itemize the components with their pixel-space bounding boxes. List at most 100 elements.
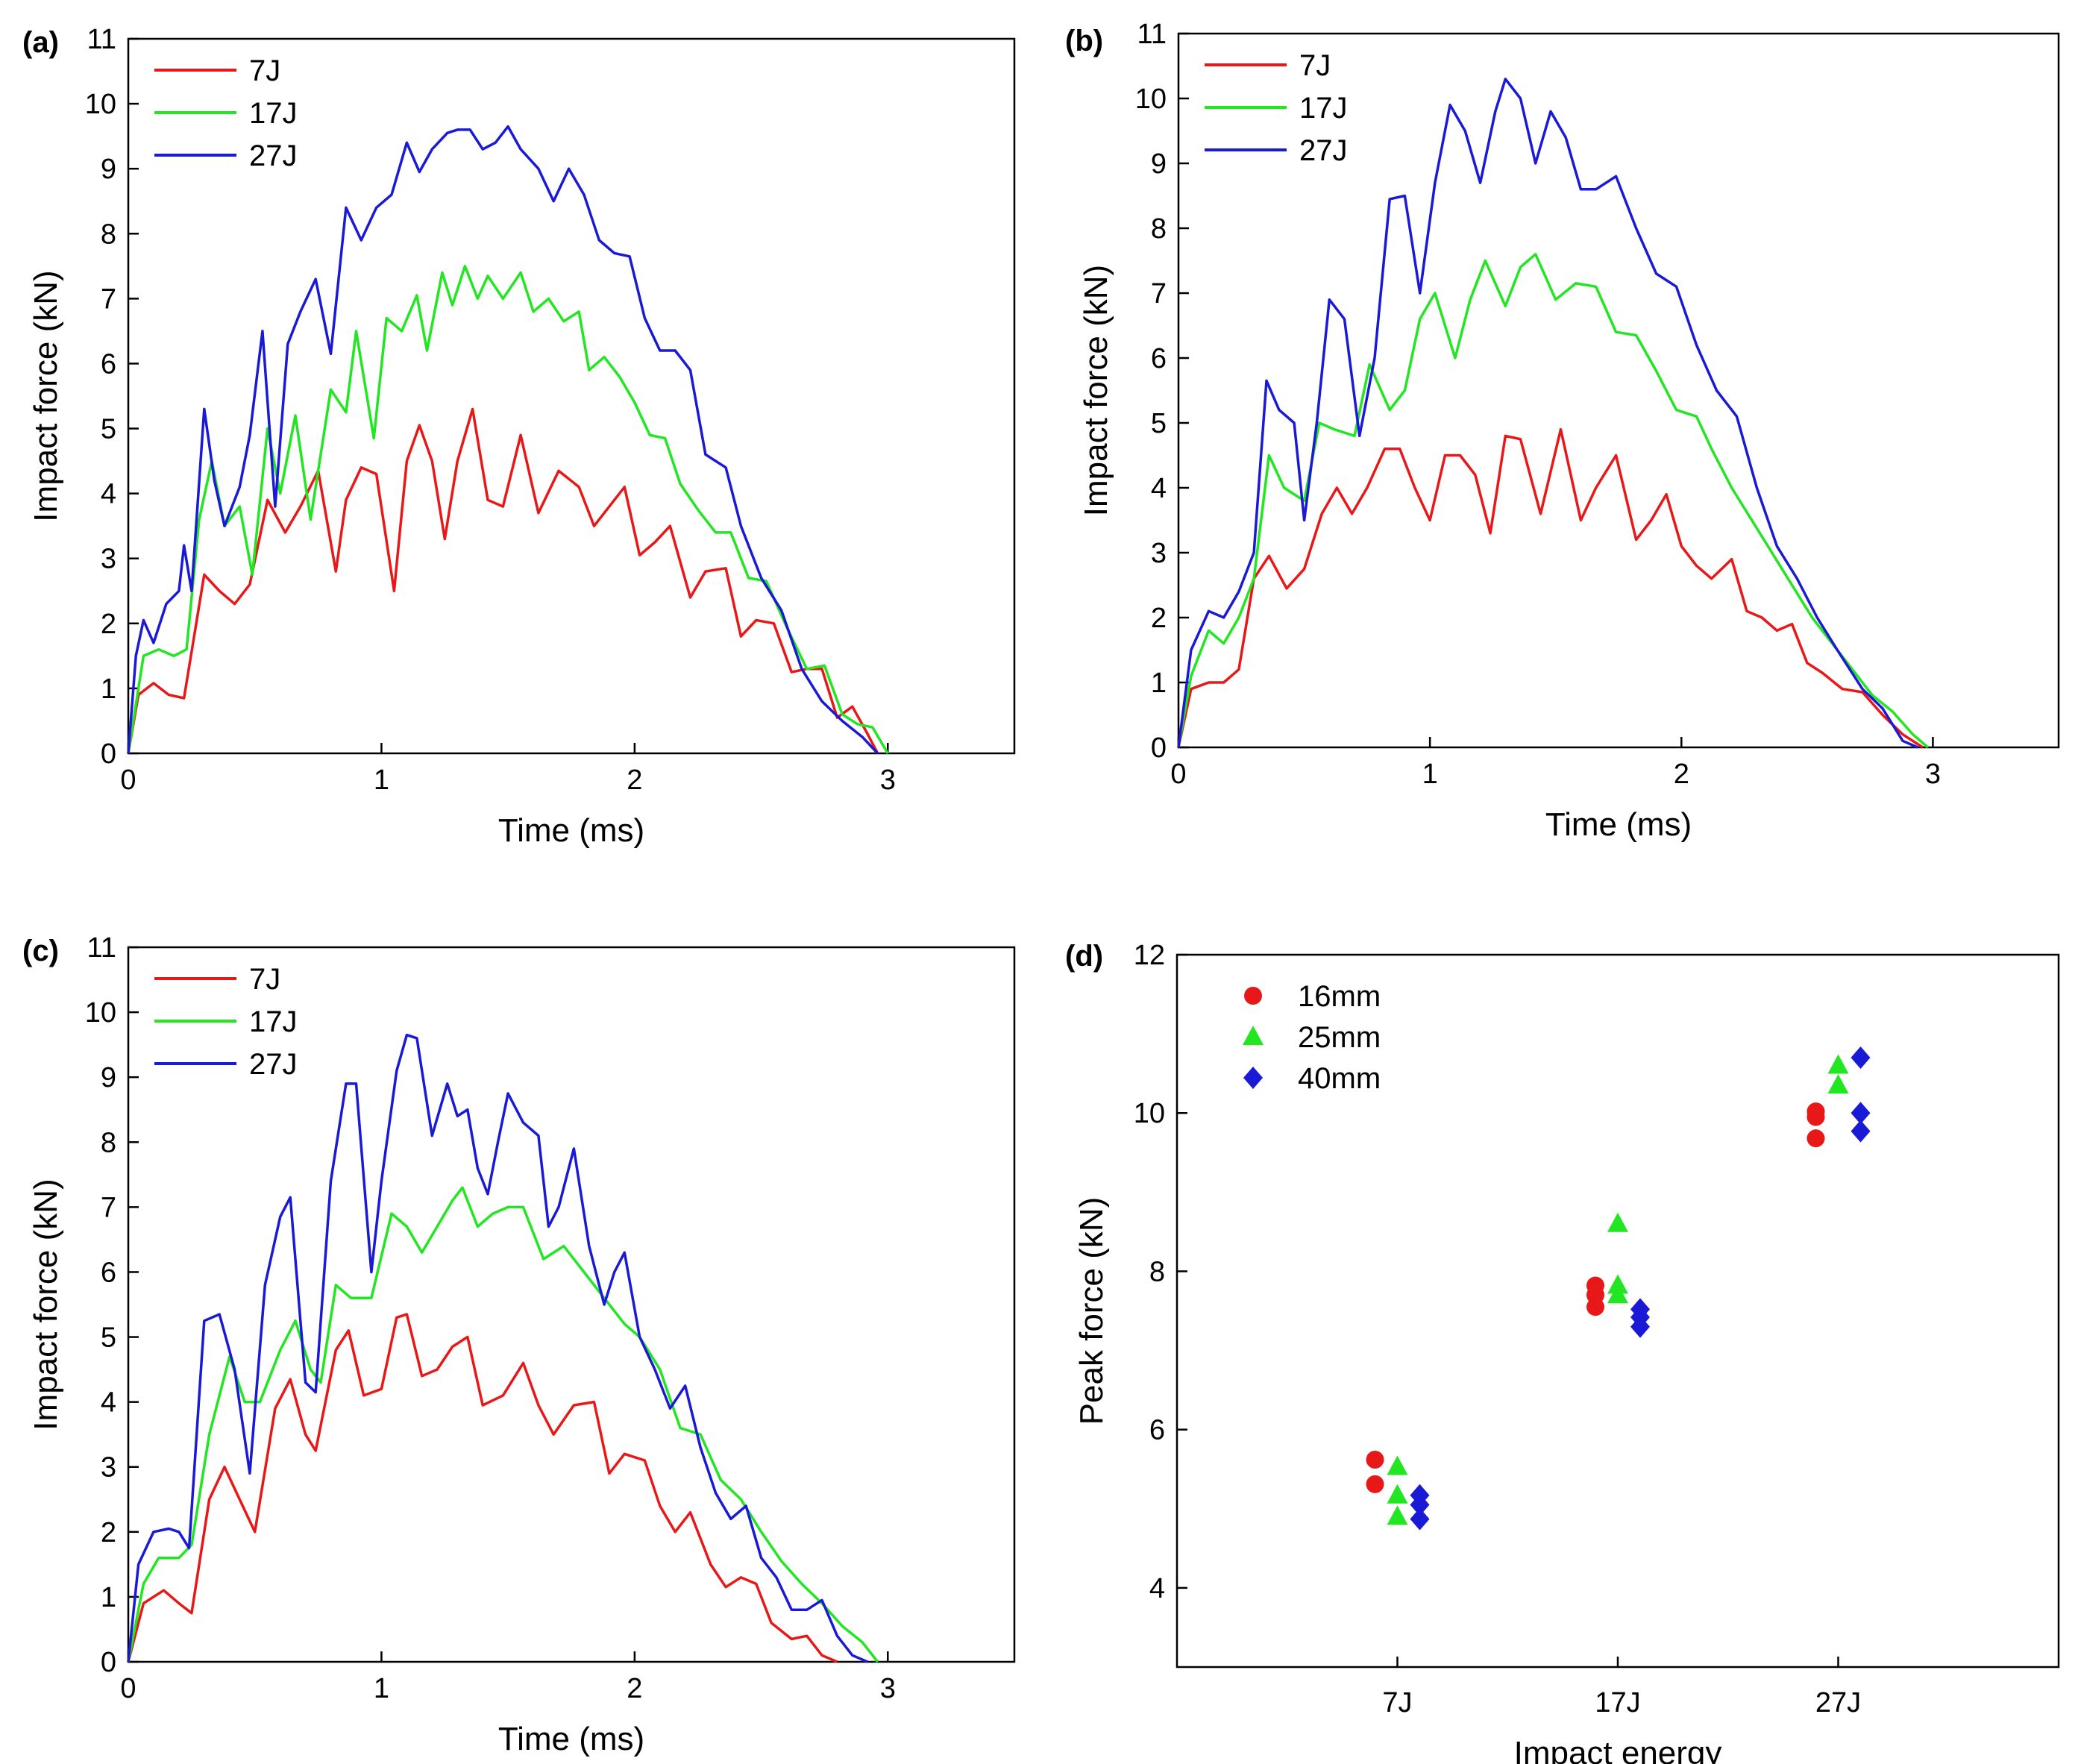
series-line-17J bbox=[127, 265, 889, 754]
plot-frame bbox=[127, 37, 1016, 755]
y-tick-label: 7 bbox=[1151, 278, 1167, 310]
y-tick-label: 8 bbox=[1151, 213, 1167, 245]
panel-label: (a) bbox=[22, 26, 59, 59]
y-tick-label: 4 bbox=[101, 1387, 116, 1419]
legend-label: 25mm bbox=[1298, 1021, 1381, 1054]
data-point-40mm bbox=[1410, 1507, 1430, 1531]
y-tick-label: 11 bbox=[87, 24, 116, 55]
y-tick-label: 1 bbox=[1151, 668, 1167, 699]
x-tick-label: 0 bbox=[120, 765, 136, 796]
panel-label: (c) bbox=[22, 935, 59, 967]
series-line-27J bbox=[127, 125, 879, 755]
y-tick-label: 0 bbox=[1151, 732, 1167, 764]
y-axis-title: Impact force (kN) bbox=[28, 270, 64, 521]
x-tick-label: 3 bbox=[880, 1673, 896, 1704]
data-point-40mm bbox=[1410, 1493, 1430, 1516]
data-point-25mm bbox=[1607, 1284, 1628, 1304]
legend-label: 7J bbox=[249, 54, 280, 87]
panel-label: (d) bbox=[1065, 940, 1103, 973]
data-point-25mm bbox=[1387, 1484, 1408, 1504]
legend-label: 27J bbox=[1299, 134, 1348, 167]
x-axis-title: Impact energy bbox=[1514, 1735, 1722, 1764]
data-point-40mm bbox=[1851, 1102, 1871, 1125]
y-tick-label: 10 bbox=[1134, 1098, 1165, 1129]
x-tick-label: 0 bbox=[1170, 759, 1186, 790]
x-tick-label: 2 bbox=[627, 1673, 642, 1704]
y-tick-label: 3 bbox=[1151, 538, 1167, 569]
panel-label: (b) bbox=[1065, 25, 1103, 57]
x-tick-label: 0 bbox=[120, 1673, 136, 1704]
y-tick-label: 5 bbox=[1151, 408, 1167, 439]
x-tick-label: 1 bbox=[1422, 759, 1438, 790]
series-line-7J bbox=[1177, 427, 1924, 749]
y-tick-label: 3 bbox=[101, 544, 116, 575]
y-tick-label: 4 bbox=[1149, 1573, 1165, 1604]
x-tick-label: 2 bbox=[627, 765, 642, 796]
y-tick-label: 2 bbox=[101, 1517, 116, 1548]
y-tick-label: 2 bbox=[1151, 603, 1167, 634]
x-axis-title: Time (ms) bbox=[498, 812, 644, 849]
y-tick-label: 11 bbox=[87, 932, 116, 964]
data-point-25mm bbox=[1827, 1054, 1849, 1074]
data-point-16mm bbox=[1807, 1108, 1825, 1126]
y-tick-label: 9 bbox=[101, 1062, 116, 1093]
legend-marker bbox=[1244, 987, 1262, 1005]
data-point-16mm bbox=[1807, 1129, 1825, 1148]
data-point-16mm bbox=[1366, 1450, 1384, 1469]
series-line-27J bbox=[1177, 78, 1918, 749]
legend-label: 40mm bbox=[1298, 1062, 1381, 1095]
x-tick-label: 2 bbox=[1674, 759, 1689, 790]
y-tick-label: 10 bbox=[85, 997, 116, 1029]
data-point-25mm bbox=[1827, 1074, 1849, 1094]
y-tick-label: 6 bbox=[101, 348, 116, 380]
y-tick-label: 9 bbox=[1151, 148, 1167, 180]
y-tick-label: 4 bbox=[101, 479, 116, 510]
legend-label: 7J bbox=[1299, 49, 1331, 82]
y-tick-label: 8 bbox=[1149, 1256, 1165, 1287]
y-tick-label: 4 bbox=[1151, 473, 1167, 504]
y-tick-label: 10 bbox=[85, 89, 116, 120]
y-tick-label: 3 bbox=[101, 1452, 116, 1484]
y-tick-label: 8 bbox=[101, 219, 116, 250]
series-line-17J bbox=[127, 1186, 879, 1663]
y-tick-label: 10 bbox=[1135, 84, 1167, 115]
y-tick-label: 11 bbox=[1137, 19, 1167, 50]
legend-marker bbox=[1243, 1067, 1263, 1089]
y-tick-label: 2 bbox=[101, 609, 116, 640]
x-tick-label: 27J bbox=[1815, 1687, 1861, 1719]
series-line-7J bbox=[127, 407, 879, 754]
plot-frame bbox=[1177, 32, 2060, 749]
x-tick-label: 3 bbox=[880, 765, 896, 796]
x-tick-label: 1 bbox=[374, 1673, 389, 1704]
x-tick-label: 17J bbox=[1595, 1687, 1640, 1719]
legend-label: 27J bbox=[249, 1048, 298, 1081]
y-tick-label: 9 bbox=[101, 154, 116, 185]
y-tick-label: 6 bbox=[1149, 1415, 1165, 1446]
y-tick-label: 7 bbox=[101, 283, 116, 315]
y-tick-label: 1 bbox=[101, 1582, 116, 1613]
data-point-40mm bbox=[1630, 1315, 1650, 1338]
data-point-25mm bbox=[1387, 1505, 1408, 1525]
legend-label: 17J bbox=[249, 1005, 298, 1038]
legend-marker bbox=[1243, 1026, 1264, 1045]
y-tick-label: 0 bbox=[101, 1647, 116, 1678]
y-tick-label: 6 bbox=[1151, 343, 1167, 374]
legend-label: 7J bbox=[249, 963, 280, 996]
legend-label: 17J bbox=[249, 97, 298, 130]
data-point-25mm bbox=[1607, 1212, 1628, 1232]
series-line-27J bbox=[127, 1033, 868, 1663]
legend-label: 17J bbox=[1299, 92, 1348, 125]
series-line-7J bbox=[127, 1313, 838, 1663]
y-tick-label: 0 bbox=[101, 738, 116, 770]
data-point-40mm bbox=[1851, 1046, 1871, 1069]
data-point-40mm bbox=[1851, 1120, 1871, 1143]
y-tick-label: 5 bbox=[101, 414, 116, 445]
plot-frame bbox=[127, 946, 1016, 1663]
x-axis-title: Time (ms) bbox=[498, 1721, 644, 1757]
panel-c: (c) 0 1 2 3 4 5 6 7 8 9 10 11 0 1 2 3 Time (ms) Impact for… bbox=[22, 932, 1016, 1757]
y-tick-label: 7 bbox=[101, 1192, 116, 1223]
data-point-16mm bbox=[1586, 1298, 1604, 1316]
y-tick-label: 5 bbox=[101, 1322, 116, 1354]
y-tick-label: 6 bbox=[101, 1257, 116, 1288]
